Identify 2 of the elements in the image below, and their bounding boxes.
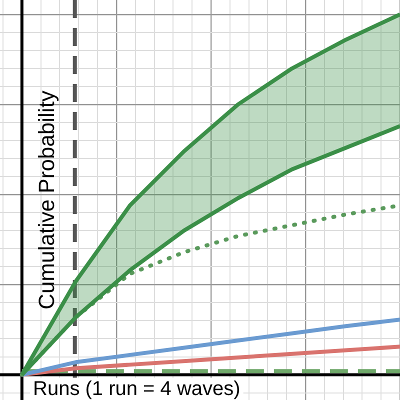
y-axis-title: Cumulative Probability [34,90,59,310]
x-axis-title: Runs (1 run = 4 waves) [33,378,240,400]
